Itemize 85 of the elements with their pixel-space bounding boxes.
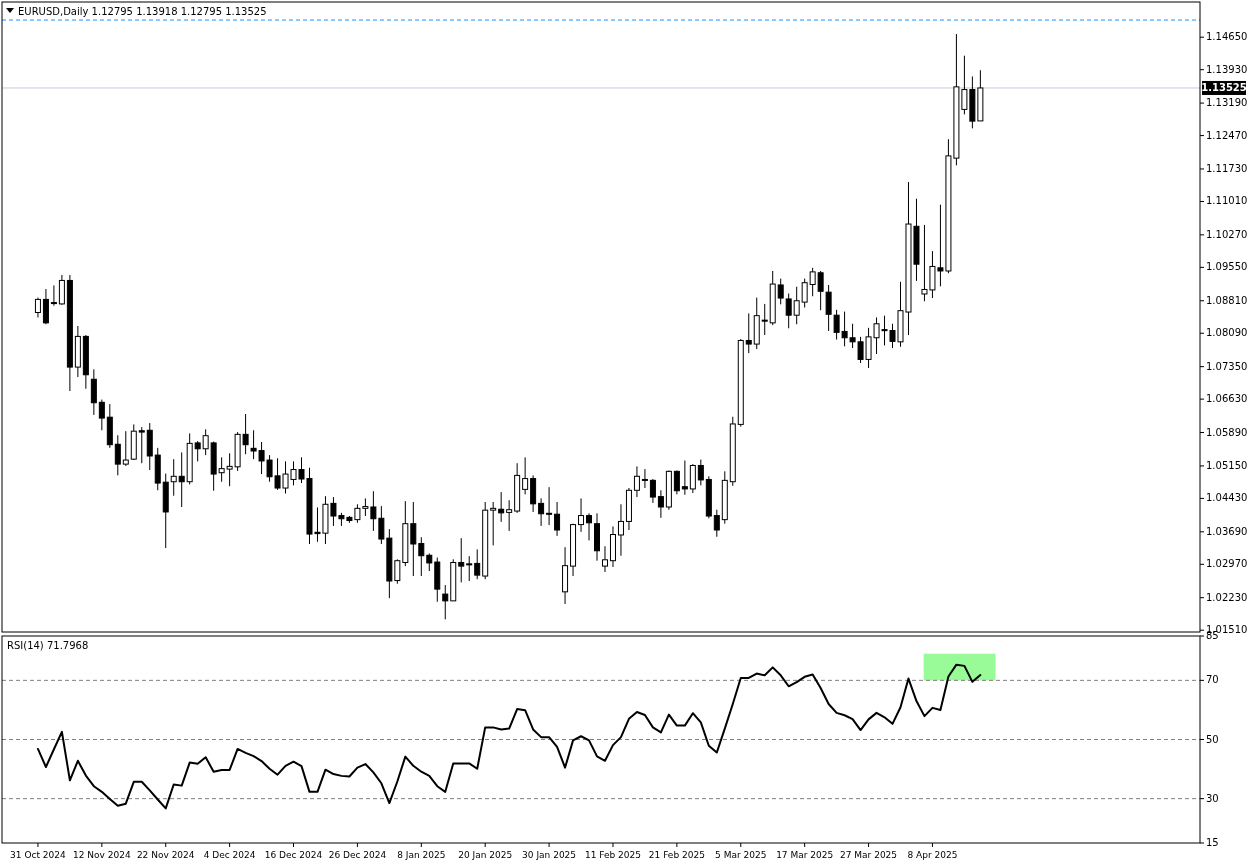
x-tick-label: 8 Jan 2025 [397,850,446,860]
y-tick-label: 1.02230 [1206,591,1248,603]
x-tick-label: 4 Dec 2024 [203,850,256,860]
candlestick [793,286,800,325]
candlestick [761,303,768,336]
y-tick-label: 30 [1206,792,1219,804]
candlestick [601,545,608,573]
y-tick-label: 1.07350 [1206,360,1248,372]
candlestick [506,499,513,532]
candlestick [138,426,145,464]
candlestick [617,503,624,557]
candlestick [586,512,593,541]
candlestick [410,501,417,577]
x-tick-label: 12 Nov 2024 [73,850,131,860]
candlestick [649,478,656,504]
y-tick-label: 1.03690 [1206,525,1248,537]
candlestick [657,489,664,519]
x-tick-label: 5 Mar 2025 [715,850,767,860]
x-tick-label: 11 Feb 2025 [584,850,641,860]
candlestick [458,537,465,583]
candlestick [114,434,121,476]
x-tick-label: 16 Dec 2024 [264,850,323,860]
candlestick [713,509,720,538]
candlestick [58,274,65,306]
candlestick [673,469,680,495]
y-tick-label: 1.12470 [1206,129,1248,141]
line-series [36,663,982,810]
y-tick-label: 1.04430 [1206,492,1248,504]
candlestick [50,284,57,307]
x-tick-label: 30 Jan 2025 [522,850,577,860]
candlestick [418,536,425,577]
candlestick [785,293,792,329]
candlestick [474,548,481,580]
candlestick [633,465,640,498]
x-tick-label: 20 Jan 2025 [458,850,513,860]
y-tick-label: 50 [1206,733,1219,745]
y-tick-label: 1.11010 [1206,195,1248,207]
candlestick [641,468,648,489]
x-tick-label: 26 Dec 2024 [328,850,387,860]
candlestick [745,312,752,354]
candlestick [825,284,832,332]
x-tick-label: 8 Apr 2025 [907,850,958,860]
candlestick [697,459,704,486]
y-tick-label: 1.11730 [1206,162,1248,174]
candlestick [522,456,529,495]
candlestick [546,486,553,526]
candlestick [498,491,505,523]
x-tick-label: 22 Nov 2024 [136,850,195,860]
y-tick-label: 1.06630 [1206,393,1248,405]
candlestick [490,501,497,546]
candlestick [681,460,688,496]
candlestick [170,458,177,497]
candlestick [34,297,41,318]
x-tick-label: 27 Mar 2025 [840,850,898,860]
candlestick [98,399,105,431]
x-tick-label: 21 Feb 2025 [648,850,705,860]
y-tick-label: 1.05150 [1206,459,1248,471]
y-tick-label: 1.10270 [1206,228,1248,240]
candlestick [554,501,561,537]
candlestick [466,555,473,582]
candlestick [689,463,696,494]
candlestick [538,497,545,527]
chart-title: RSI(14) 71.7968 [7,640,89,651]
y-tick-label: 15 [1206,837,1219,848]
y-tick-label: 1.14650 [1206,31,1248,43]
y-tick-label: 1.08090 [1206,327,1248,339]
candlestick [122,430,129,467]
candlestick [42,288,49,325]
candlestick [442,584,449,620]
y-tick-label: 1.09550 [1206,261,1248,273]
chart-title: EURUSD,Daily 1.12795 1.13918 1.12795 1.13525 [18,6,267,17]
y-tick-label: 1.02970 [1206,558,1248,570]
y-tick-label: 1.13930 [1206,63,1248,75]
x-tick-label: 31 Oct 2024 [10,850,67,860]
y-tick-label: 1.05890 [1206,426,1248,438]
y-tick-label: 1.13190 [1206,97,1248,109]
y-tick-label: 1.08810 [1206,294,1248,306]
ref-line-label: 1.13525 [1201,81,1247,93]
x-tick-label: 17 Mar 2025 [776,850,834,860]
y-tick-label: 70 [1206,674,1219,686]
candlestick [578,497,585,533]
candlestick [90,368,97,416]
candlestick [777,278,784,305]
candlestick [194,440,201,462]
candlestick [178,451,185,508]
